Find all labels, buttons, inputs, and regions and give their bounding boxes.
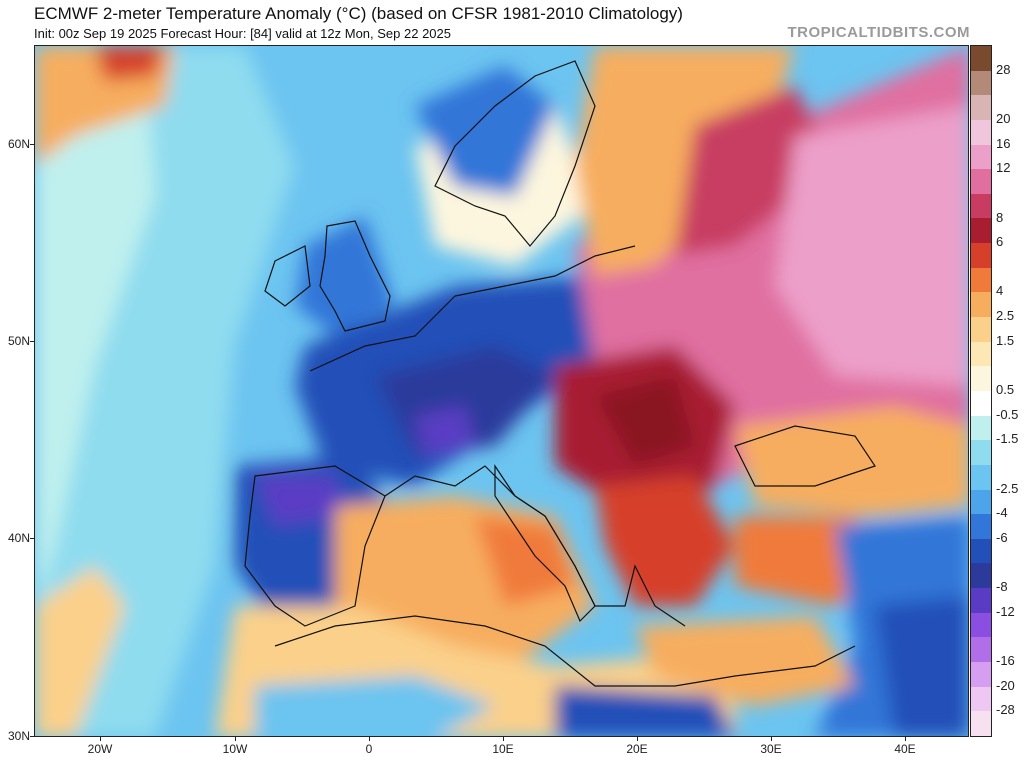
lon-tick-20e — [637, 737, 638, 741]
colorbar-label: 12 — [996, 160, 1011, 176]
colorbar-swatch — [971, 193, 991, 219]
lat-tick-40n — [30, 538, 34, 539]
colorbar-label: -16 — [996, 653, 1015, 669]
lon-tick-10e — [503, 737, 504, 741]
colorbar — [970, 45, 992, 737]
colorbar-swatch — [971, 144, 991, 170]
lon-label-10w: 10W — [222, 742, 248, 756]
map-panel[interactable] — [34, 45, 969, 737]
watermark: TROPICALTIDBITS.COM — [787, 24, 970, 41]
lon-tick-10w — [235, 737, 236, 741]
colorbar-label: -6 — [996, 529, 1008, 545]
colorbar-label: -4 — [996, 505, 1008, 521]
lon-label-40e: 40E — [894, 742, 916, 756]
lon-label-0: 0 — [365, 742, 373, 756]
colorbar-swatch — [971, 612, 991, 638]
colorbar-swatch — [971, 70, 991, 96]
colorbar-swatch — [971, 662, 991, 687]
colorbar-swatch — [971, 46, 991, 71]
lon-label-30e: 30E — [760, 742, 782, 756]
colorbar-swatch — [971, 514, 991, 539]
colorbar-swatch — [971, 464, 991, 490]
colorbar-label: 4 — [996, 283, 1004, 299]
lon-label-20e: 20E — [626, 742, 648, 756]
colorbar-swatch — [971, 341, 991, 367]
colorbar-label: 2.5 — [996, 308, 1015, 324]
lat-tick-50n — [30, 341, 34, 342]
colorbar-label: -8 — [996, 579, 1008, 595]
map-subtitle: Init: 00z Sep 19 2025 Forecast Hour: [84… — [34, 26, 451, 41]
colorbar-swatch — [971, 317, 991, 342]
colorbar-label: 8 — [996, 209, 1004, 225]
colorbar-swatch — [971, 440, 991, 465]
colorbar-label: -12 — [996, 603, 1015, 619]
colorbar-swatch — [971, 637, 991, 663]
colorbar-label: -2.5 — [996, 480, 1019, 496]
colorbar-swatch — [971, 267, 991, 293]
colorbar-label: -28 — [996, 702, 1015, 718]
lon-label-10e: 10E — [492, 742, 514, 756]
colorbar-swatch — [971, 686, 991, 712]
colorbar-label: 28 — [996, 61, 1011, 77]
colorbar-swatch — [971, 563, 991, 589]
lat-label-30n: 30N — [7, 729, 30, 743]
colorbar-label: -20 — [996, 677, 1015, 693]
colorbar-swatch — [971, 243, 991, 268]
map-title: ECMWF 2-meter Temperature Anomaly (°C) (… — [34, 4, 683, 23]
lon-tick-40e — [905, 737, 906, 741]
lat-label-50n: 50N — [7, 334, 30, 348]
lon-tick-20w — [100, 737, 101, 741]
colorbar-swatch — [971, 711, 991, 736]
lat-label-60n: 60N — [7, 137, 30, 151]
lon-label-20w: 20W — [87, 742, 113, 756]
colorbar-swatch — [971, 292, 991, 318]
colorbar-label: -0.5 — [996, 406, 1019, 422]
colorbar-swatch — [971, 588, 991, 613]
lat-tick-60n — [30, 144, 34, 145]
colorbar-swatch — [971, 169, 991, 194]
colorbar-swatch — [971, 390, 991, 416]
colorbar-label: -1.5 — [996, 431, 1019, 447]
colorbar-swatch — [971, 218, 991, 244]
lat-label-40n: 40N — [7, 531, 30, 545]
colorbar-label: 16 — [996, 135, 1011, 151]
anomaly-map[interactable] — [35, 46, 969, 737]
colorbar-swatch — [971, 95, 991, 120]
colorbar-swatch — [971, 538, 991, 564]
colorbar-label: 0.5 — [996, 382, 1015, 397]
colorbar-swatch — [971, 415, 991, 441]
coastlines — [244, 60, 876, 687]
colorbar-swatch — [971, 489, 991, 515]
colorbar-label: 20 — [996, 110, 1011, 126]
colorbar-label: 6 — [996, 234, 1004, 250]
colorbar-swatch — [971, 119, 991, 145]
anomaly-field — [35, 46, 968, 736]
lon-tick-30e — [771, 737, 772, 741]
colorbar-swatch — [971, 366, 991, 391]
lon-tick-0 — [369, 737, 370, 741]
colorbar-label: 1.5 — [996, 332, 1015, 348]
lat-tick-30n — [30, 736, 34, 737]
